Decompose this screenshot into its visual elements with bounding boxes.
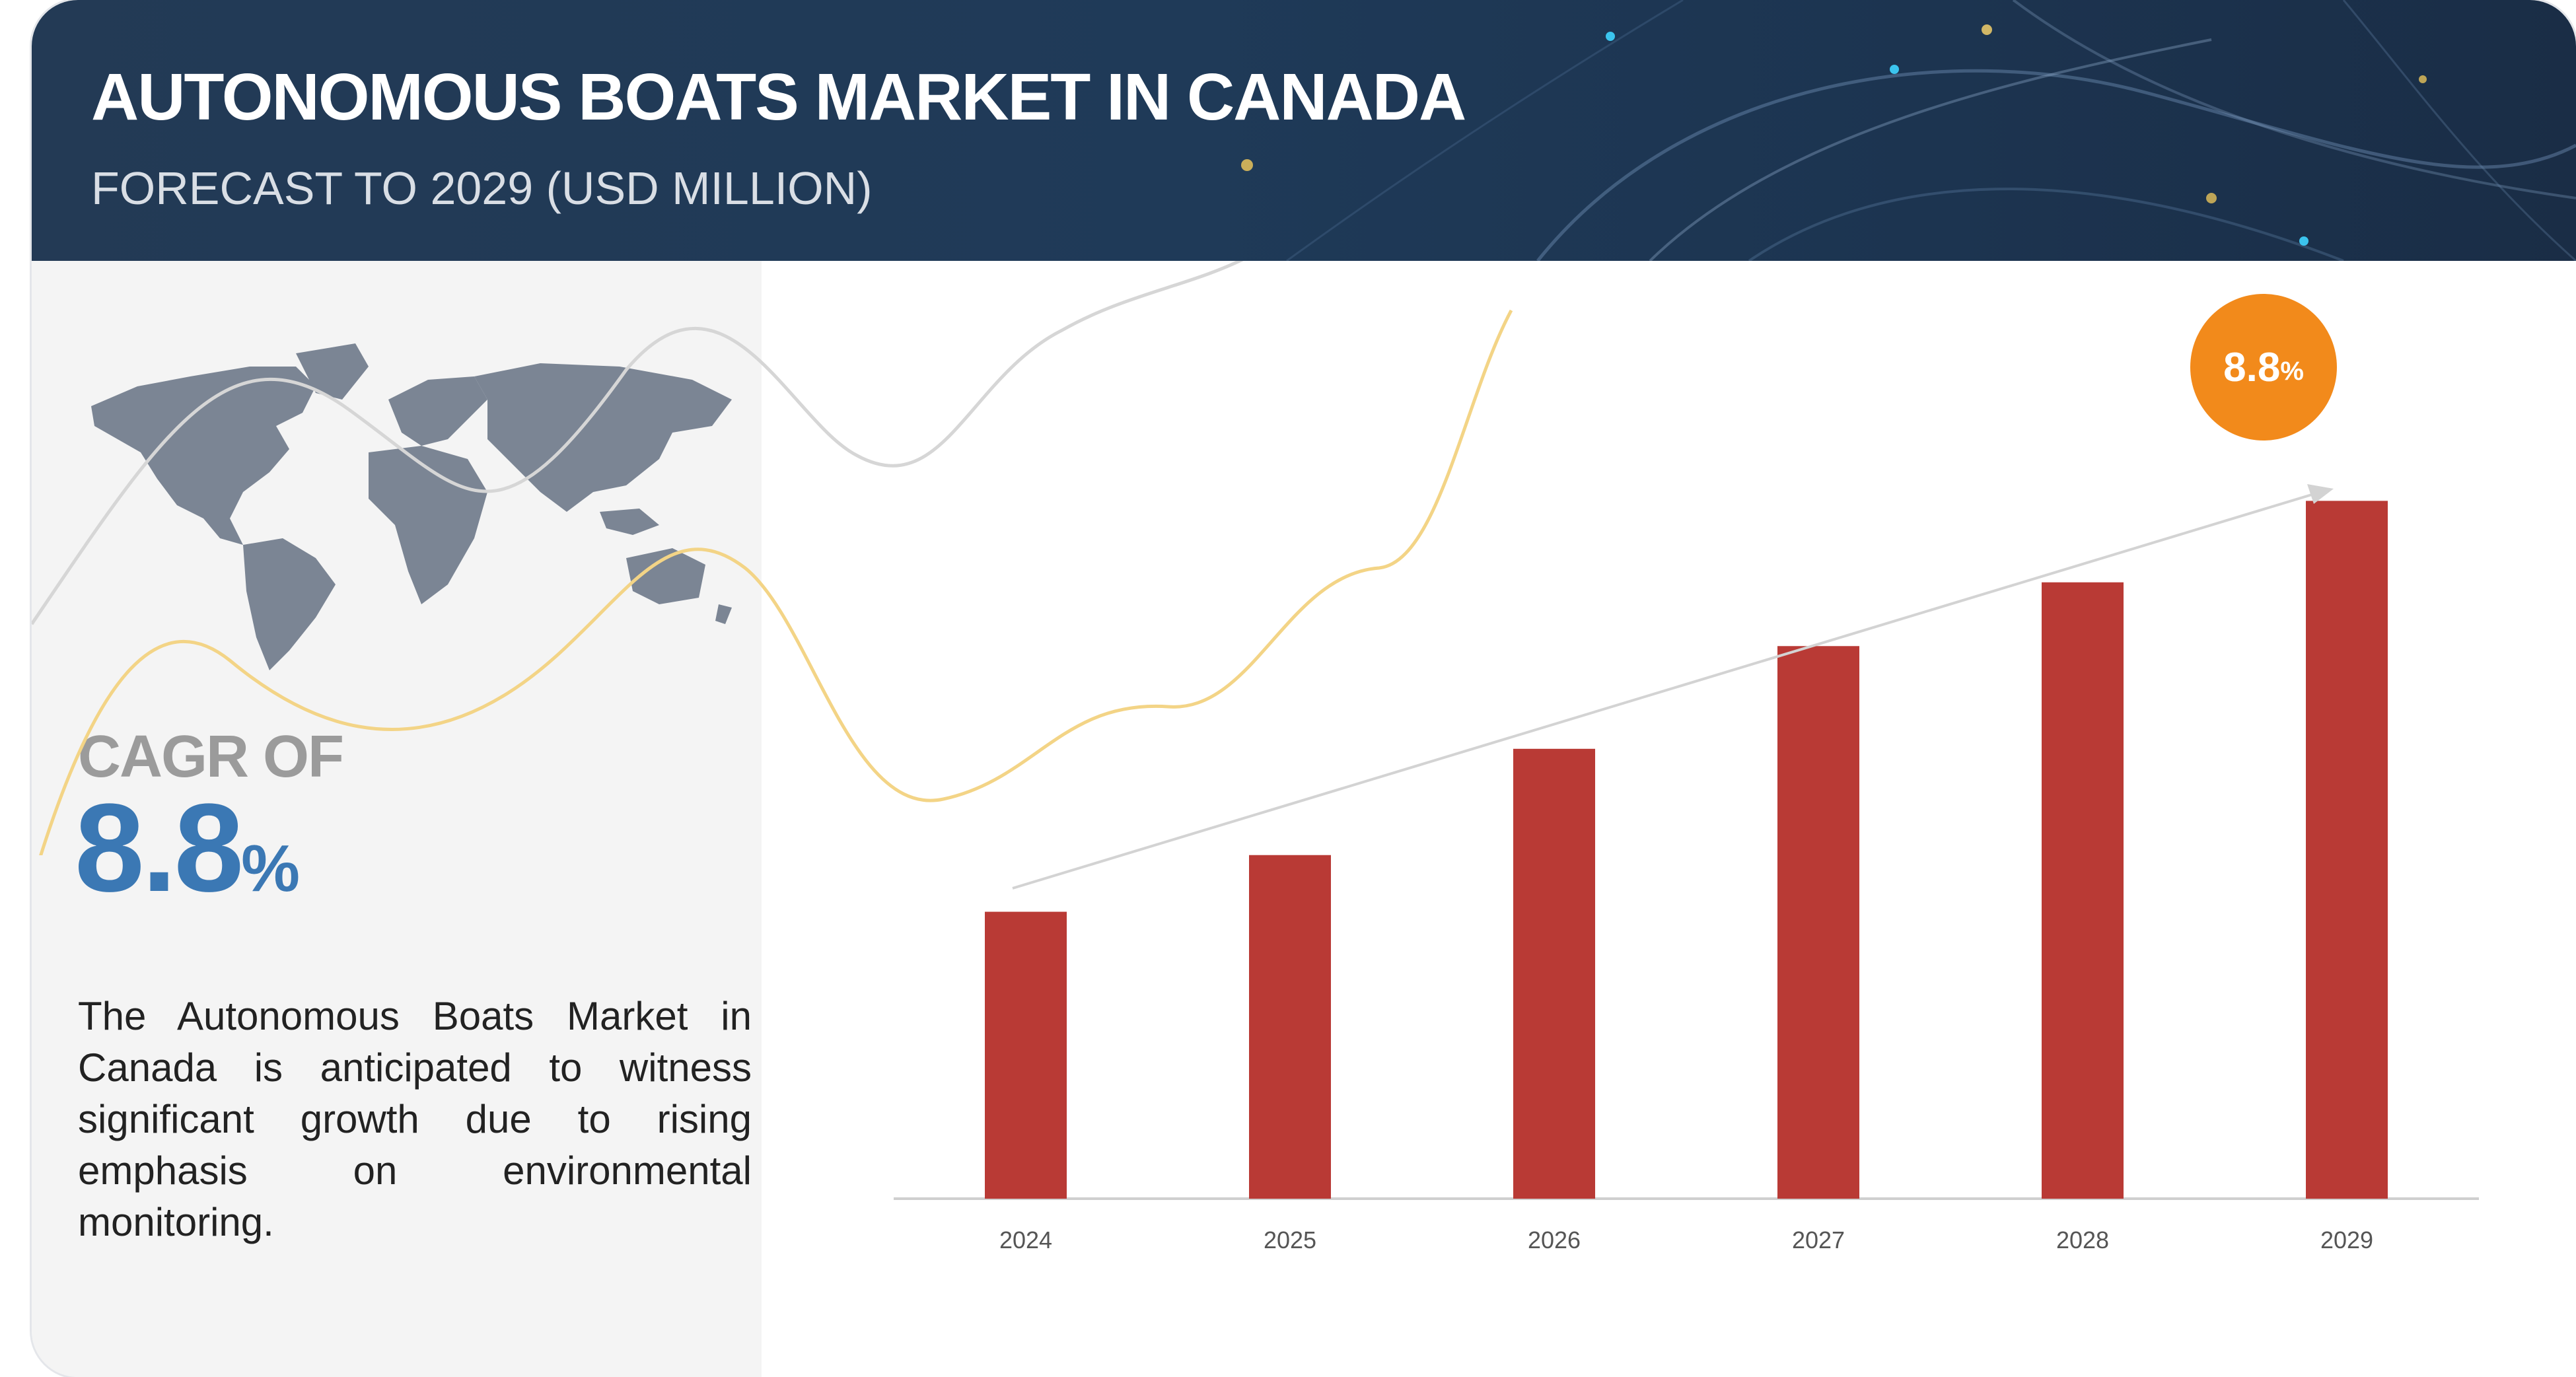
decorative-wave-lines (32, 261, 1513, 855)
x-tick-2026: 2026 (1528, 1226, 1581, 1253)
cagr-number: 8.8 (75, 778, 244, 918)
badge-unit: % (2280, 356, 2304, 386)
x-tick-2027: 2027 (1792, 1226, 1845, 1253)
world-map-icon (91, 343, 732, 670)
market-description: The Autonomous Boats Market in Canada is… (78, 994, 752, 1244)
infographic-card: AUTONOMOUS BOATS MARKET IN CANADA FORECA… (32, 0, 2576, 1377)
page-subtitle: FORECAST TO 2029 (USD MILLION) (91, 162, 873, 214)
bar-2028 (2042, 582, 2124, 1199)
bar-2027 (1777, 646, 1859, 1199)
x-tick-2024: 2024 (999, 1226, 1052, 1253)
bar-2025 (1249, 855, 1331, 1199)
cagr-value: 8.8% (75, 776, 300, 920)
x-tick-2029: 2029 (2320, 1226, 2373, 1253)
x-tick-2025: 2025 (1264, 1226, 1316, 1253)
bar-2029 (2306, 501, 2388, 1199)
cagr-badge: 8.8% (2190, 294, 2337, 441)
cagr-unit: % (241, 831, 301, 905)
cagr-label: CAGR OF (78, 724, 344, 790)
bar-chart: 2024 2025 2026 2027 2028 2029 (894, 484, 2479, 1253)
bar-2024 (985, 911, 1067, 1199)
page-title: AUTONOMOUS BOATS MARKET IN CANADA (91, 60, 1466, 134)
growth-trend-arrow-icon (1012, 484, 2334, 890)
bar-series (985, 501, 2388, 1199)
bar-2026 (1513, 748, 1595, 1199)
x-tick-labels: 2024 2025 2026 2027 2028 2029 (999, 1226, 2373, 1253)
badge-value: 8.8 (2223, 344, 2281, 390)
header-banner: AUTONOMOUS BOATS MARKET IN CANADA FORECA… (32, 0, 2576, 261)
x-tick-2028: 2028 (2056, 1226, 2109, 1253)
header-light-streaks (1241, 0, 2576, 261)
